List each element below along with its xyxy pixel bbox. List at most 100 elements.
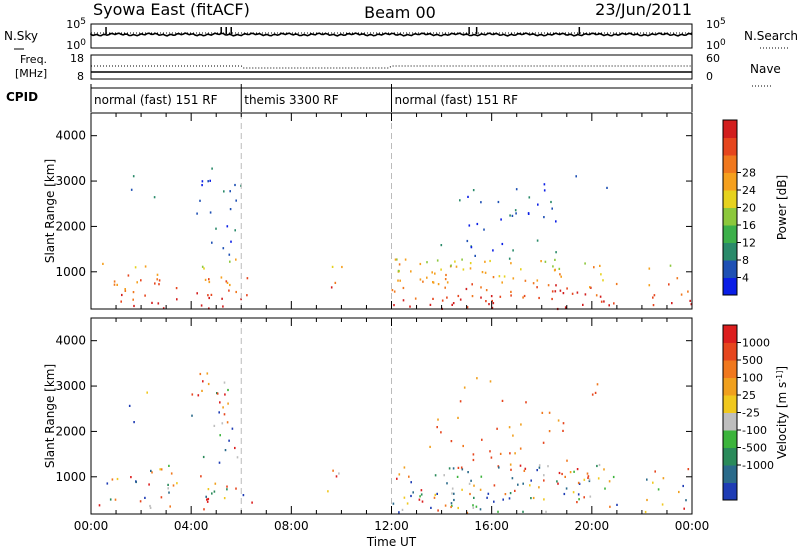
- data-cell: [514, 209, 517, 212]
- data-cell: [451, 492, 453, 495]
- data-cell: [538, 466, 541, 469]
- data-cell: [102, 262, 104, 265]
- data-cell: [532, 496, 535, 500]
- data-cell: [555, 284, 557, 287]
- data-cell: [487, 492, 490, 495]
- data-cell: [154, 282, 156, 285]
- colorbar-tick-label: -500: [742, 442, 767, 455]
- nsky-trace: [90, 32, 693, 37]
- data-cell: [646, 478, 648, 481]
- data-cell: [403, 496, 406, 499]
- data-cell: [685, 499, 687, 502]
- data-cell: [440, 244, 443, 247]
- data-cell: [594, 391, 597, 394]
- data-cell: [485, 300, 487, 303]
- data-cell: [445, 273, 447, 277]
- data-cell: [543, 189, 546, 192]
- data-cell: [419, 495, 421, 498]
- data-cell: [669, 264, 672, 267]
- data-cell: [226, 488, 228, 491]
- data-cell: [455, 265, 458, 268]
- data-cell: [527, 212, 530, 215]
- data-cell: [470, 246, 473, 249]
- data-cell: [682, 484, 684, 488]
- x-tick-label: 16:00: [474, 519, 509, 533]
- colorbar-swatch: [723, 207, 737, 226]
- y-tick-label: 4000: [55, 334, 86, 348]
- data-cell: [207, 382, 210, 386]
- data-cell: [116, 477, 119, 481]
- data-cell: [467, 195, 469, 198]
- data-cell: [509, 463, 512, 466]
- data-cell: [191, 393, 194, 396]
- data-cell: [398, 473, 401, 476]
- data-cell: [538, 486, 540, 489]
- data-cell: [98, 504, 101, 507]
- data-cell: [196, 292, 198, 295]
- data-cell: [554, 290, 557, 293]
- data-cell: [602, 279, 604, 282]
- data-cell: [485, 289, 488, 292]
- colorbar-tick-label: 1000: [742, 337, 770, 350]
- data-cell: [219, 434, 221, 437]
- data-cell: [224, 393, 226, 396]
- data-cell: [402, 286, 405, 290]
- data-cell: [167, 483, 169, 486]
- x-tick-label: 04:00: [174, 519, 209, 533]
- data-cell: [493, 484, 496, 487]
- data-cell: [450, 440, 453, 443]
- data-cell: [229, 283, 231, 287]
- data-cell: [203, 508, 205, 511]
- data-cell: [497, 510, 499, 513]
- data-cell: [156, 273, 159, 276]
- data-cell: [510, 294, 512, 297]
- data-cell: [530, 497, 532, 500]
- data-cell: [490, 456, 493, 459]
- data-cell: [492, 249, 494, 252]
- data-cell: [396, 258, 398, 261]
- data-cell: [646, 498, 648, 502]
- data-cell: [564, 306, 567, 309]
- data-cell: [473, 484, 475, 487]
- data-cell: [437, 283, 440, 286]
- data-cell: [589, 495, 592, 498]
- data-cell: [196, 212, 198, 215]
- data-cell: [124, 288, 126, 291]
- data-cell: [113, 280, 116, 283]
- freq-label: Freq.: [20, 53, 47, 66]
- data-cell: [480, 201, 482, 204]
- data-cell: [202, 455, 205, 459]
- data-cell: [432, 281, 435, 284]
- data-cell: [511, 477, 514, 480]
- data-cell: [683, 507, 685, 510]
- data-cell: [662, 477, 665, 480]
- data-cell: [446, 296, 448, 299]
- data-cell: [203, 267, 205, 270]
- data-cell: [654, 470, 656, 473]
- data-cell: [410, 481, 412, 484]
- data-cell: [335, 475, 338, 478]
- data-cell: [201, 265, 204, 268]
- data-cell: [206, 498, 208, 501]
- data-cell: [211, 167, 213, 170]
- data-cell: [401, 508, 404, 511]
- data-cell: [202, 380, 204, 383]
- data-cell: [484, 271, 487, 274]
- data-cell: [224, 449, 227, 452]
- data-cell: [226, 421, 229, 424]
- data-cell: [412, 491, 414, 494]
- data-cell: [680, 293, 683, 296]
- cpid-segment-2: normal (fast) 151 RF: [395, 93, 519, 107]
- data-cell: [466, 239, 469, 243]
- data-cell: [153, 196, 156, 199]
- data-cell: [204, 278, 207, 281]
- data-cell: [615, 282, 618, 286]
- data-cell: [468, 482, 471, 485]
- data-cell: [522, 296, 524, 299]
- beam-title: Beam 00: [364, 3, 436, 22]
- data-cell: [603, 468, 605, 471]
- data-cell: [452, 302, 455, 305]
- data-cell: [109, 498, 112, 501]
- data-cell: [172, 484, 175, 487]
